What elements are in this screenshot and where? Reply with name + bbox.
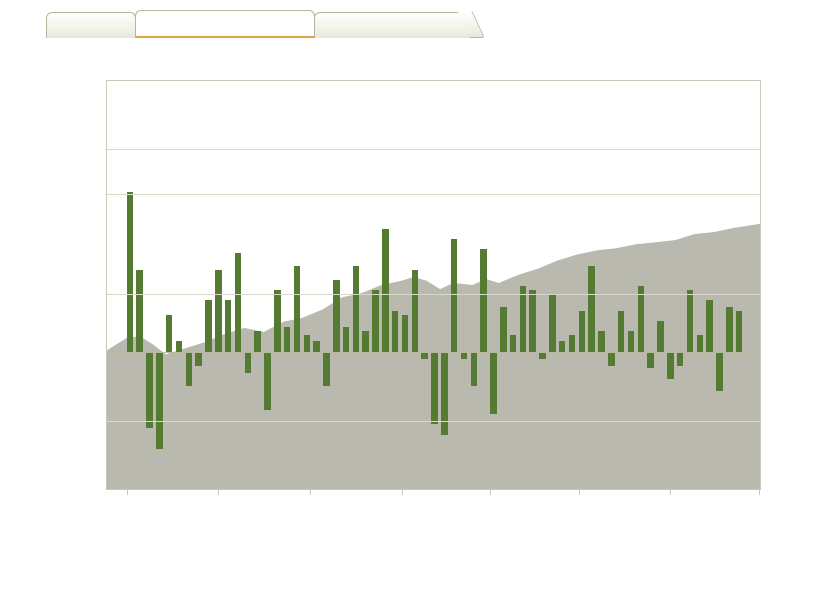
bar [382, 229, 389, 352]
bar [304, 335, 311, 351]
bar [245, 352, 252, 373]
x-tick [127, 489, 128, 495]
bar [333, 280, 340, 352]
bar [313, 341, 320, 351]
bar [127, 192, 134, 352]
x-tick [218, 489, 219, 495]
bar [166, 315, 173, 352]
bar [254, 331, 261, 352]
bar [451, 239, 458, 352]
tab-2[interactable] [135, 10, 315, 38]
bar [588, 266, 595, 352]
bar [618, 311, 625, 352]
bar [392, 311, 399, 352]
bar [667, 352, 674, 380]
x-tick [579, 489, 580, 495]
chart-plot-area [107, 81, 760, 489]
x-tick [670, 489, 671, 495]
bar [490, 352, 497, 415]
x-tick [310, 489, 311, 495]
bar [362, 331, 369, 352]
bar [539, 352, 546, 359]
bar [687, 290, 694, 352]
bar [529, 290, 536, 352]
bar [628, 331, 635, 352]
bar [706, 300, 713, 351]
tab-3[interactable] [314, 12, 474, 38]
bar [412, 270, 419, 352]
bar [520, 286, 527, 352]
bar [146, 352, 153, 429]
bar [156, 352, 163, 450]
bar [500, 307, 507, 352]
x-tick [402, 489, 403, 495]
bar [195, 352, 202, 366]
bar [294, 266, 301, 352]
bar [274, 290, 281, 352]
bar [343, 327, 350, 352]
bar [726, 307, 733, 352]
gridline [107, 194, 760, 195]
bar [579, 311, 586, 352]
bar [657, 321, 664, 352]
bar [510, 335, 517, 351]
bar [284, 327, 291, 352]
bar [677, 352, 684, 366]
bar [215, 270, 222, 352]
chart-container [106, 80, 761, 490]
bar [421, 352, 428, 359]
bar [608, 352, 615, 366]
bar [136, 270, 143, 352]
bar-series [107, 81, 760, 489]
bar [549, 294, 556, 351]
bar [736, 311, 743, 352]
bar [176, 341, 183, 351]
bar [323, 352, 330, 387]
bar [647, 352, 654, 369]
bar [186, 352, 193, 387]
bar [471, 352, 478, 387]
tab-bar [46, 10, 473, 38]
bar [225, 300, 232, 351]
bar [480, 249, 487, 352]
bar [372, 290, 379, 352]
bar [264, 352, 271, 411]
gridline [107, 421, 760, 422]
bar [205, 300, 212, 351]
bar [697, 335, 704, 351]
x-tick [490, 489, 491, 495]
bar [461, 352, 468, 359]
bar [559, 341, 566, 351]
gridline [107, 149, 760, 150]
bar [638, 286, 645, 352]
tab-1[interactable] [46, 12, 136, 38]
bar [716, 352, 723, 391]
bar [431, 352, 438, 424]
bar [441, 352, 448, 436]
x-tick [759, 489, 760, 495]
bar [569, 335, 576, 351]
gridline [107, 294, 760, 295]
bar [353, 266, 360, 352]
bar [598, 331, 605, 352]
bar [402, 315, 409, 352]
bar [235, 253, 242, 351]
baseline [107, 352, 760, 353]
